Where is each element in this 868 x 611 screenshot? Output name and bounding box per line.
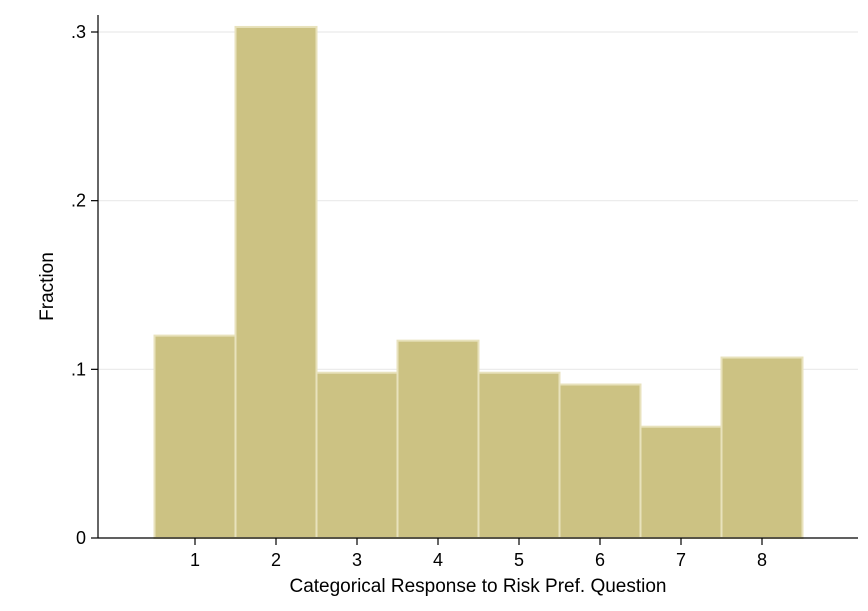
gridlines (98, 31, 858, 370)
y-axis-ticks: 0 .1 .2 .3 (71, 22, 98, 548)
bar-8 (720, 356, 804, 539)
bar-6 (558, 383, 642, 539)
x-axis-ticks: 1 2 3 4 5 6 7 8 (190, 538, 767, 570)
y-tick-label-1: .1 (71, 359, 86, 379)
x-tick-label-1: 1 (190, 550, 200, 570)
bar-1 (153, 334, 237, 539)
y-axis-title: Fraction (37, 252, 58, 321)
y-tick-label-0: 0 (76, 528, 86, 548)
bar-5 (477, 371, 561, 539)
bar-3 (315, 371, 399, 539)
x-tick-label-8: 8 (757, 550, 767, 570)
bar-7 (639, 425, 723, 539)
x-tick-label-2: 2 (271, 550, 281, 570)
x-tick-label-7: 7 (676, 550, 686, 570)
x-tick-label-3: 3 (352, 550, 362, 570)
bars (153, 25, 804, 539)
x-tick-label-5: 5 (514, 550, 524, 570)
bar-2 (234, 25, 318, 539)
bar-4 (396, 339, 480, 539)
y-tick-label-3: .3 (71, 22, 86, 42)
x-tick-label-6: 6 (595, 550, 605, 570)
x-tick-label-4: 4 (433, 550, 443, 570)
x-axis-title: Categorical Response to Risk Pref. Quest… (289, 576, 666, 597)
y-tick-label-2: .2 (71, 191, 86, 211)
